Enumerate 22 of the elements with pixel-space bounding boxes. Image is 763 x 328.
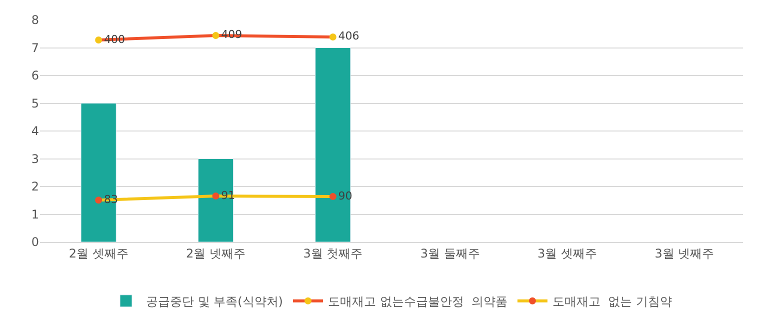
legend-label: 도매재고 없는수급불안정 의약품 xyxy=(328,294,508,309)
y-tick-label: 8 xyxy=(31,13,39,28)
bar xyxy=(80,103,116,242)
legend-label: 도매재고 없는 기침약 xyxy=(552,294,672,309)
bar xyxy=(315,48,351,242)
x-tick-label: 3월 둘째주 xyxy=(420,246,480,260)
y-tick-label: 4 xyxy=(31,124,39,138)
y-tick-label: 5 xyxy=(31,96,39,110)
legend-label: 공급중단 및 부족(식약처) xyxy=(146,294,283,309)
data-label: 406 xyxy=(338,30,360,43)
y-tick-label: 1 xyxy=(31,207,39,222)
x-tick-label: 2월 셋째주 xyxy=(68,246,128,260)
x-tick-label: 3월 첫째주 xyxy=(303,246,363,260)
y-tick-label: 2 xyxy=(31,180,39,194)
y-tick-label: 3 xyxy=(31,152,39,166)
y-tick-label: 0 xyxy=(31,235,39,250)
bar xyxy=(198,158,234,242)
x-tick-label: 2월 넷째주 xyxy=(186,246,246,260)
y-tick-label: 7 xyxy=(31,40,39,55)
x-tick-label: 3월 넷째주 xyxy=(654,246,714,260)
y-tick-label: 6 xyxy=(31,68,39,83)
x-tick-label: 3월 셋째주 xyxy=(538,246,597,260)
